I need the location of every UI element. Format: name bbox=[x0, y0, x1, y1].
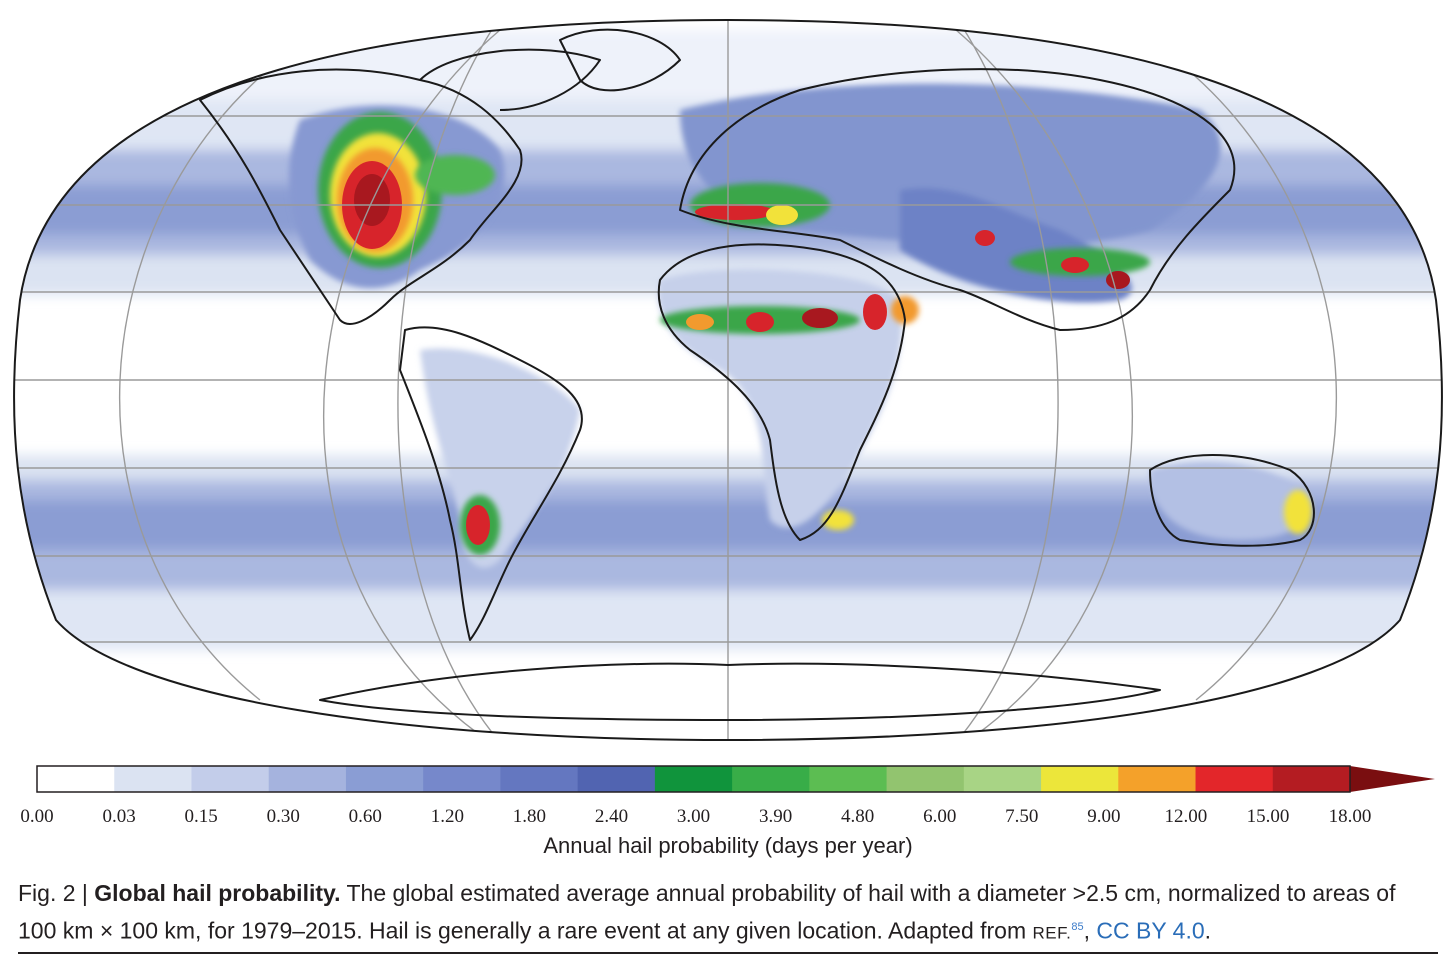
colorbar-swatch bbox=[732, 766, 810, 792]
caption-text: The global estimated average annual prob… bbox=[18, 880, 1396, 944]
reference-number[interactable]: 85 bbox=[1071, 921, 1084, 933]
figure-caption: Fig. 2 | Global hail probability. The gl… bbox=[18, 876, 1438, 951]
colorbar-tick-label: 1.80 bbox=[513, 806, 546, 827]
colorbar-tick-label: 0.15 bbox=[185, 806, 218, 827]
colorbar-swatch bbox=[37, 766, 115, 792]
colorbar-label: Annual hail probability (days per year) bbox=[543, 833, 913, 858]
colorbar: 0.00 0.03 0.15 0.30 0.60 1.20 1.80 2.40 3.00 3.90… bbox=[20, 765, 1435, 827]
colorbar-swatch bbox=[114, 766, 192, 792]
colorbar-tick-label: 2.40 bbox=[595, 806, 628, 827]
caption-end: . bbox=[1204, 917, 1212, 944]
colorbar-tick-label: 7.50 bbox=[1005, 806, 1038, 827]
coastlines bbox=[199, 28, 1315, 721]
figure-title: Global hail probability. bbox=[94, 880, 341, 906]
colorbar-extend-arrow bbox=[1350, 766, 1435, 792]
map-body bbox=[14, 20, 1442, 740]
colorbar-swatches bbox=[37, 766, 1351, 792]
colorbar-tick-label: 3.00 bbox=[677, 806, 710, 827]
colorbar-tick-label: 18.00 bbox=[1329, 806, 1372, 827]
colorbar-tick-label: 1.20 bbox=[431, 806, 464, 827]
colorbar-swatch bbox=[1118, 766, 1197, 792]
colorbar-swatch bbox=[191, 766, 270, 792]
colorbar-swatch bbox=[500, 766, 579, 792]
colorbar-tick-label: 6.00 bbox=[923, 806, 956, 827]
colorbar-tick-label: 4.80 bbox=[841, 806, 874, 827]
globe-border bbox=[13, 18, 1443, 742]
colorbar-swatch bbox=[423, 766, 501, 792]
colorbar-swatch bbox=[809, 766, 888, 792]
colorbar-swatch bbox=[1272, 766, 1351, 792]
colorbar-tick-label: 0.03 bbox=[102, 806, 135, 827]
colorbar-tick-label: 15.00 bbox=[1247, 806, 1290, 827]
graticule bbox=[14, 20, 1442, 740]
colorbar-tick-label: 0.00 bbox=[20, 806, 53, 827]
world-hail-map bbox=[13, 18, 1443, 742]
colorbar-swatch bbox=[1195, 766, 1274, 792]
colorbar-tick-label: 12.00 bbox=[1165, 806, 1208, 827]
reference-label: REF. bbox=[1032, 923, 1072, 943]
caption-separator: , bbox=[1083, 917, 1097, 944]
colorbar-swatch bbox=[963, 766, 1042, 792]
colorbar-swatch bbox=[268, 766, 347, 792]
colorbar-tick-label: 3.90 bbox=[759, 806, 792, 827]
hail-hotspots bbox=[318, 112, 1312, 555]
license-link[interactable]: CC BY 4.0 bbox=[1096, 917, 1205, 944]
colorbar-tick-label: 9.00 bbox=[1087, 806, 1120, 827]
bottom-rule bbox=[18, 952, 1438, 954]
colorbar-tick-label: 0.30 bbox=[267, 806, 300, 827]
colorbar-tick-label: 0.60 bbox=[349, 806, 382, 827]
colorbar-swatch bbox=[577, 766, 656, 792]
colorbar-swatch bbox=[1041, 766, 1119, 792]
colorbar-ticks: 0.00 0.03 0.15 0.30 0.60 1.20 1.80 2.40 3.00 3.90… bbox=[20, 806, 1371, 827]
colorbar-swatch bbox=[886, 766, 965, 792]
figure-number: Fig. 2 | bbox=[18, 880, 95, 906]
colorbar-swatch bbox=[654, 766, 733, 792]
colorbar-frame bbox=[36, 765, 1351, 793]
colorbar-swatch bbox=[345, 766, 424, 792]
